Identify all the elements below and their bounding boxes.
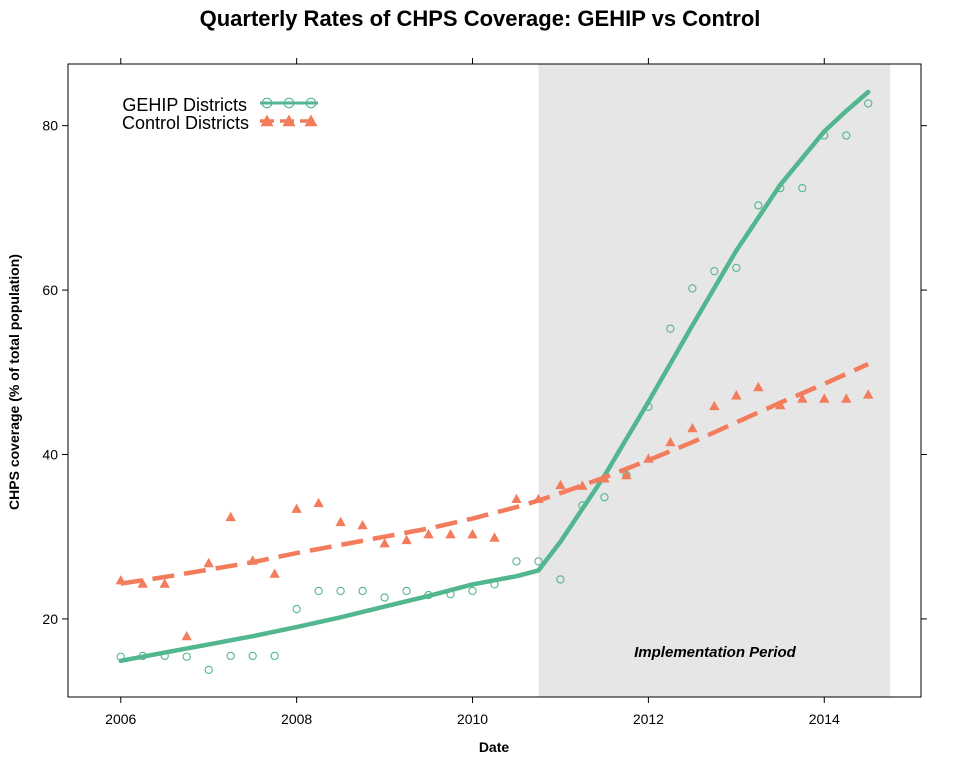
legend-key-marker-control (304, 114, 318, 127)
x-tick-label: 2006 (105, 711, 136, 727)
data-point-control (137, 578, 148, 588)
data-point-gehip (534, 557, 543, 566)
x-tick-label: 2008 (281, 711, 312, 727)
data-point-gehip (490, 580, 499, 589)
data-point-gehip (688, 284, 697, 293)
data-point-control (621, 469, 632, 480)
data-point-gehip (578, 501, 587, 510)
legend-label-control: Control Districts (122, 113, 249, 133)
data-point-control (753, 381, 764, 392)
data-point-gehip (600, 493, 609, 502)
legend-key-marker-control (282, 114, 296, 127)
data-point-gehip (754, 201, 763, 210)
data-point-gehip (666, 324, 675, 333)
implementation-period-label: Implementation Period (634, 644, 797, 661)
data-point-control (599, 473, 610, 483)
data-point-control (401, 534, 412, 545)
data-point-gehip (776, 183, 785, 193)
data-point-control (357, 520, 368, 530)
data-point-control (687, 423, 698, 433)
implementation-period-band (538, 64, 891, 697)
plot-frame (67, 63, 922, 698)
legend-key-marker-gehip (305, 97, 317, 109)
data-point-gehip (248, 651, 257, 661)
chart-title: Quarterly Rates of CHPS Coverage: GEHIP … (200, 6, 761, 31)
data-point-gehip (182, 652, 191, 661)
data-point-gehip (446, 590, 455, 599)
data-point-gehip (270, 651, 279, 661)
fit-line-gehip (118, 89, 871, 664)
data-point-gehip (160, 651, 169, 661)
data-points-layer (115, 99, 874, 675)
data-point-gehip (556, 575, 565, 584)
data-point-control (203, 557, 214, 568)
data-point-control (159, 578, 170, 588)
data-point-control (709, 400, 720, 411)
data-point-gehip (116, 652, 125, 661)
data-point-control (445, 529, 456, 539)
y-tick-label: 20 (42, 611, 58, 627)
data-point-control (291, 503, 302, 513)
data-point-gehip (138, 651, 147, 661)
x-axis-title: Date (479, 739, 510, 755)
data-point-control (577, 480, 588, 490)
data-point-gehip (864, 99, 873, 108)
data-point-control (511, 493, 522, 503)
data-point-gehip (424, 590, 433, 600)
x-tick-label: 2014 (809, 711, 840, 727)
data-point-gehip (512, 557, 521, 566)
data-point-control (665, 437, 676, 447)
data-point-control (467, 529, 478, 539)
shaded-region-layer (538, 64, 891, 697)
data-point-control (841, 393, 852, 403)
data-point-control (555, 479, 566, 490)
data-point-gehip (358, 586, 367, 596)
axes-layer: 2006 2008 2010 2012 2014 20 40 60 80 (42, 58, 927, 727)
y-axis-title: CHPS coverage (% of total population) (6, 254, 22, 510)
data-point-control (379, 538, 390, 548)
y-tick-label: 60 (42, 282, 58, 298)
data-point-gehip (292, 604, 301, 614)
data-point-gehip (798, 183, 807, 193)
data-point-gehip (380, 593, 389, 602)
data-point-control (423, 529, 434, 539)
data-point-gehip (314, 586, 323, 596)
data-point-control (533, 493, 544, 503)
legend-key-marker-control (260, 114, 274, 127)
data-point-gehip (402, 586, 411, 596)
data-point-gehip (468, 586, 477, 596)
data-point-control (489, 532, 500, 542)
data-point-control (313, 497, 324, 508)
data-point-control (643, 453, 654, 463)
data-point-gehip (710, 267, 719, 276)
legend: GEHIP Districts Control Districts (122, 95, 318, 133)
data-point-control (225, 511, 236, 522)
data-point-gehip (204, 665, 213, 675)
data-point-control (335, 516, 346, 527)
legend-label-gehip: GEHIP Districts (122, 95, 247, 115)
x-tick-label: 2012 (633, 711, 664, 727)
data-point-control (775, 400, 786, 410)
data-point-gehip (644, 402, 653, 411)
data-point-gehip (732, 263, 741, 273)
data-point-gehip (820, 131, 829, 140)
data-point-control (115, 575, 126, 585)
y-tick-label: 40 (42, 446, 58, 462)
data-point-control (247, 555, 258, 565)
x-tick-label: 2010 (457, 711, 488, 727)
legend-key-marker-gehip (283, 97, 295, 109)
data-point-control (181, 631, 192, 641)
data-point-control (731, 390, 742, 400)
data-point-gehip (842, 131, 851, 140)
data-point-control (819, 393, 830, 403)
data-point-control (797, 393, 808, 403)
data-point-control (863, 389, 874, 399)
data-point-gehip (226, 651, 235, 661)
data-point-control (269, 568, 280, 578)
legend-key-marker-gehip (261, 97, 273, 109)
data-point-gehip (336, 586, 345, 596)
y-tick-label: 80 (42, 118, 58, 134)
